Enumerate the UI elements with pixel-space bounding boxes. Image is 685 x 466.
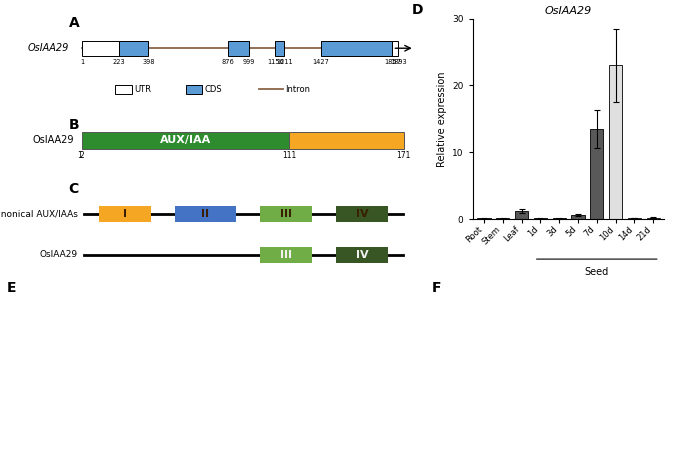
Text: CDS: CDS bbox=[205, 85, 223, 94]
Text: OsIAA29: OsIAA29 bbox=[40, 250, 77, 260]
Text: 876: 876 bbox=[222, 59, 235, 65]
Bar bbox=[515, 211, 528, 219]
Text: 1: 1 bbox=[77, 151, 82, 160]
Text: D: D bbox=[411, 3, 423, 17]
Text: III: III bbox=[280, 209, 292, 219]
Bar bbox=[627, 218, 641, 219]
Text: UTR: UTR bbox=[134, 85, 151, 94]
Bar bbox=[228, 41, 249, 56]
Bar bbox=[275, 41, 284, 56]
Text: 398: 398 bbox=[142, 59, 155, 65]
Text: 1156: 1156 bbox=[267, 59, 284, 65]
Text: Canonical AUX/IAAs: Canonical AUX/IAAs bbox=[0, 210, 77, 219]
Bar bbox=[609, 65, 622, 219]
Bar bbox=[290, 131, 403, 149]
Text: OsIAA29: OsIAA29 bbox=[28, 43, 69, 53]
Bar bbox=[260, 247, 312, 263]
Text: AUX/IAA: AUX/IAA bbox=[160, 136, 211, 145]
Bar bbox=[571, 215, 584, 219]
Bar bbox=[321, 41, 393, 56]
Text: IV: IV bbox=[356, 209, 369, 219]
Text: OsIAA29: OsIAA29 bbox=[33, 136, 74, 145]
Text: 1: 1 bbox=[80, 59, 84, 65]
Text: B: B bbox=[68, 118, 79, 132]
Bar bbox=[175, 206, 236, 222]
Text: 999: 999 bbox=[242, 59, 255, 65]
Title: OsIAA29: OsIAA29 bbox=[545, 7, 592, 16]
Text: Intron: Intron bbox=[285, 85, 310, 94]
Bar bbox=[336, 247, 388, 263]
Text: 1211: 1211 bbox=[276, 59, 292, 65]
Bar bbox=[119, 41, 149, 56]
Text: A: A bbox=[69, 16, 80, 30]
Bar bbox=[647, 218, 660, 219]
Bar bbox=[82, 41, 119, 56]
Text: E: E bbox=[7, 281, 16, 295]
Text: 223: 223 bbox=[113, 59, 125, 65]
Bar bbox=[99, 206, 151, 222]
Text: 111: 111 bbox=[282, 151, 297, 160]
Bar bbox=[186, 85, 202, 94]
Text: 1427: 1427 bbox=[312, 59, 329, 65]
Text: 1893: 1893 bbox=[390, 59, 407, 65]
Text: F: F bbox=[432, 281, 441, 295]
Y-axis label: Relative expression: Relative expression bbox=[436, 71, 447, 166]
Bar bbox=[82, 131, 290, 149]
Text: I: I bbox=[123, 209, 127, 219]
Text: Seed: Seed bbox=[584, 267, 609, 277]
Bar bbox=[115, 85, 132, 94]
Bar bbox=[393, 41, 399, 56]
Text: 2: 2 bbox=[79, 151, 84, 160]
Bar bbox=[336, 206, 388, 222]
Text: II: II bbox=[201, 209, 210, 219]
Text: III: III bbox=[280, 250, 292, 260]
Text: 1857: 1857 bbox=[384, 59, 401, 65]
Bar bbox=[590, 129, 603, 219]
Text: C: C bbox=[68, 182, 79, 196]
Text: 171: 171 bbox=[397, 151, 411, 160]
Text: IV: IV bbox=[356, 250, 369, 260]
Bar bbox=[260, 206, 312, 222]
